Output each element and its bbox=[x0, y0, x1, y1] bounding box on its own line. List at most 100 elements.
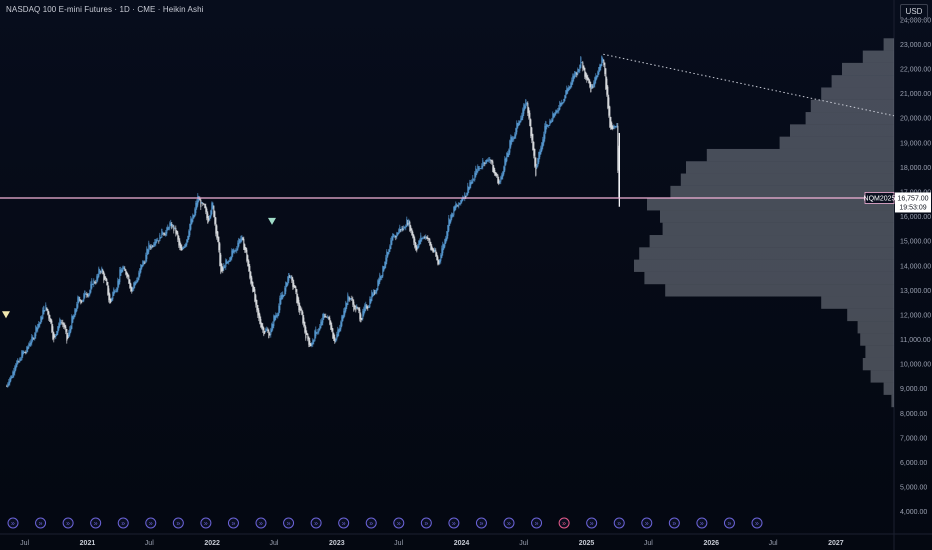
volume-bar bbox=[860, 333, 894, 346]
candle-body bbox=[420, 235, 422, 242]
volume-bar bbox=[831, 75, 894, 88]
volume-bar bbox=[862, 357, 894, 371]
candle-body bbox=[311, 342, 313, 345]
trendline[interactable] bbox=[603, 53, 895, 117]
candle-body bbox=[424, 237, 426, 239]
candle-body bbox=[68, 332, 70, 337]
candle-body bbox=[30, 341, 32, 345]
candle-body bbox=[320, 321, 322, 329]
candle-body bbox=[587, 77, 589, 80]
candle-body bbox=[7, 383, 9, 387]
symbol-title[interactable]: NASDAQ 100 E-mini Futures · 1D · CME · H… bbox=[6, 5, 204, 14]
time-axis[interactable]: Jul 2021 Jul 2022 Jul 2023 Jul 2024 Jul 2025 Jul 20… bbox=[20, 540, 844, 547]
x-tick-label: Jul bbox=[519, 540, 528, 547]
candle-body bbox=[506, 152, 508, 162]
candle-body bbox=[309, 340, 311, 347]
event-glyph: » bbox=[562, 521, 566, 528]
event-circle bbox=[35, 517, 47, 529]
candle-body bbox=[256, 299, 258, 311]
candle-body bbox=[383, 266, 385, 272]
volume-bar bbox=[805, 112, 894, 125]
event-circle bbox=[62, 517, 74, 529]
event-glyph: » bbox=[617, 521, 621, 528]
candle-body bbox=[80, 299, 82, 303]
candle-body bbox=[220, 254, 222, 273]
candle-body bbox=[542, 139, 544, 147]
candle-body bbox=[159, 234, 161, 242]
candle-body bbox=[8, 381, 10, 385]
candle-body bbox=[610, 116, 612, 130]
candle-body bbox=[136, 280, 138, 284]
candle-body bbox=[42, 309, 44, 319]
candle-body bbox=[611, 123, 613, 130]
candle-body bbox=[310, 343, 312, 347]
volume-bar bbox=[680, 173, 894, 186]
candle-body bbox=[112, 292, 114, 300]
candle-body bbox=[290, 276, 292, 278]
events-row: » » » » » » » » » » » » » » » » » » » » » » » » » » » » bbox=[7, 517, 763, 529]
volume-profile bbox=[634, 38, 894, 408]
candle-body bbox=[251, 277, 253, 287]
candle-body bbox=[470, 181, 472, 186]
candle-body bbox=[206, 208, 208, 219]
candle-body bbox=[235, 250, 237, 252]
candle-body bbox=[306, 332, 308, 335]
candle-body bbox=[173, 225, 175, 231]
candle-body bbox=[152, 246, 154, 248]
candle-body bbox=[369, 298, 371, 307]
candle-body bbox=[451, 212, 453, 219]
candle-body bbox=[17, 359, 19, 364]
candle-body bbox=[398, 229, 400, 235]
event-circle bbox=[117, 517, 129, 529]
candle-body bbox=[233, 250, 235, 252]
candle-body bbox=[390, 240, 392, 250]
candle-body bbox=[427, 237, 429, 239]
candle-body bbox=[259, 314, 261, 324]
candle-body bbox=[606, 78, 608, 95]
event-icon: » bbox=[723, 517, 735, 529]
candle-body bbox=[26, 346, 28, 353]
candle-body bbox=[389, 246, 391, 252]
candle-body bbox=[277, 313, 279, 316]
candle-body bbox=[560, 102, 562, 106]
candle-body bbox=[144, 262, 146, 264]
candle-body bbox=[522, 109, 524, 118]
candle-body bbox=[367, 307, 369, 309]
candle-body bbox=[299, 305, 301, 313]
volume-bar bbox=[862, 50, 894, 63]
candle-body bbox=[132, 288, 134, 290]
candle-body bbox=[596, 75, 598, 79]
candle-body bbox=[138, 272, 140, 280]
event-icon: » bbox=[365, 517, 377, 529]
candle-body bbox=[406, 219, 408, 227]
candle-body bbox=[327, 316, 329, 318]
candle-body bbox=[298, 299, 300, 311]
candle-body bbox=[381, 275, 383, 278]
candle-body bbox=[126, 271, 128, 277]
x-tick-label: 2025 bbox=[579, 540, 595, 547]
candle-body bbox=[434, 250, 436, 251]
candle-body bbox=[384, 261, 386, 269]
x-tick-label: 2027 bbox=[828, 540, 844, 547]
candle-body bbox=[337, 329, 339, 337]
event-icon: » bbox=[172, 517, 184, 529]
trendline-segment bbox=[603, 53, 895, 117]
signal-marker bbox=[268, 217, 276, 225]
y-tick-label: 16,000.00 bbox=[900, 214, 931, 221]
candle-body bbox=[118, 279, 120, 286]
price-axis[interactable]: 24,000.00 23,000.00 22,000.00 21,000.00 20,0… bbox=[900, 17, 931, 516]
candle-body bbox=[15, 364, 17, 370]
candle-body bbox=[190, 218, 192, 230]
candle-body bbox=[583, 65, 585, 71]
candle-body bbox=[149, 245, 151, 248]
candle-body bbox=[541, 142, 543, 151]
candle-body bbox=[528, 108, 530, 118]
event-icon: » bbox=[117, 517, 129, 529]
currency-button[interactable]: USD bbox=[900, 4, 928, 20]
candle-body bbox=[477, 166, 479, 172]
candle-body bbox=[73, 315, 75, 320]
candle-body bbox=[462, 196, 464, 201]
candle-body bbox=[12, 371, 14, 378]
